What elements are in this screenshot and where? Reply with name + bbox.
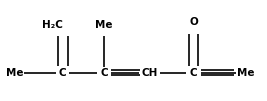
Text: O: O: [189, 17, 198, 27]
Text: C: C: [59, 68, 66, 78]
Text: C: C: [190, 68, 197, 78]
Text: H₂C: H₂C: [42, 20, 62, 30]
Text: Me: Me: [6, 68, 23, 78]
Text: C: C: [100, 68, 108, 78]
Text: Me: Me: [95, 20, 113, 30]
Text: CH: CH: [141, 68, 158, 78]
Text: Me: Me: [237, 68, 254, 78]
